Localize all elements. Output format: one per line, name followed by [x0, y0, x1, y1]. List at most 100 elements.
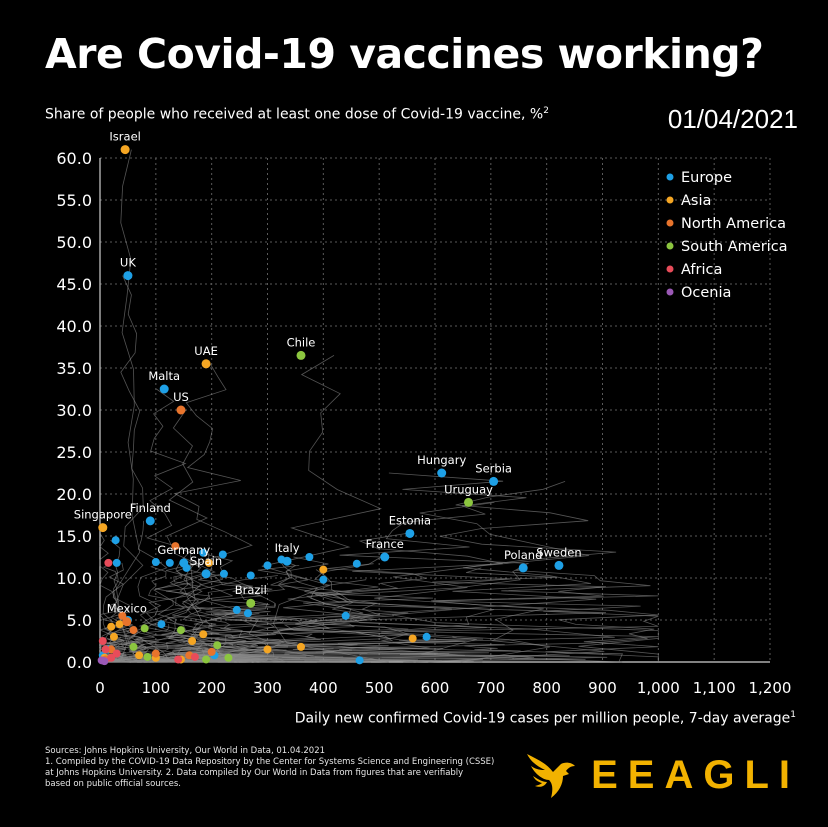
- x-axis-label-text: Daily new confirmed Covid-19 cases per m…: [294, 710, 791, 727]
- data-point: [297, 642, 305, 651]
- legend-label: Europe: [681, 170, 732, 186]
- data-point: [104, 558, 113, 567]
- data-point: [111, 536, 120, 545]
- data-point: [518, 563, 528, 573]
- country-trail: [314, 638, 570, 663]
- country-trail: [392, 481, 659, 662]
- x-tick-label: 200: [197, 679, 226, 697]
- footer-line: Sources: Johns Hopkins University, Our W…: [45, 746, 326, 756]
- legend-marker: [666, 219, 674, 227]
- data-point: [437, 468, 447, 478]
- y-tick-label: 55.0: [56, 191, 92, 210]
- data-point: [109, 632, 118, 641]
- x-axis-footnote-mark: 1: [790, 710, 796, 720]
- data-point: [98, 637, 107, 645]
- data-label: Finland: [130, 501, 171, 515]
- point-labels: Israel UK UAE Chile Malta US Hungary Serbia Urug…: [74, 130, 582, 616]
- data-point: [174, 655, 183, 664]
- country-trail: [404, 565, 659, 662]
- data-point: [408, 634, 417, 643]
- data-label: UK: [120, 256, 136, 270]
- data-label: Italy: [275, 541, 300, 555]
- data-label: Hungary: [417, 453, 466, 467]
- data-point: [151, 558, 160, 567]
- y-tick-label: 35.0: [56, 359, 92, 378]
- data-point: [422, 632, 431, 641]
- x-axis-label: Daily new confirmed Covid-19 cases per m…: [295, 710, 796, 727]
- data-label: US: [173, 390, 189, 404]
- data-point: [554, 560, 564, 570]
- x-tick-label: 0: [95, 679, 105, 697]
- data-label: France: [366, 537, 404, 551]
- y-tick-label: 5.0: [67, 611, 92, 630]
- data-point: [157, 620, 166, 629]
- data-point: [489, 476, 499, 486]
- data-point: [112, 558, 121, 567]
- data-point: [129, 642, 138, 651]
- data-point: [213, 641, 222, 650]
- data-label: Mexico: [107, 602, 147, 616]
- date-label: 01/04/2021: [667, 104, 798, 134]
- data-label: Serbia: [475, 461, 512, 475]
- data-label: Israel: [109, 130, 140, 144]
- legend-label: Asia: [681, 193, 711, 209]
- data-point: [352, 559, 361, 568]
- data-label: Germany: [157, 543, 210, 557]
- data-label: Malta: [148, 369, 180, 383]
- data-point: [122, 617, 132, 627]
- country-trail: [274, 472, 624, 663]
- x-tick-label: 900: [588, 679, 617, 697]
- page-title: Are Covid-19 vaccines working?: [45, 30, 764, 78]
- legend-label: Africa: [681, 262, 722, 278]
- country-trail: [187, 565, 330, 663]
- y-tick-label: 30.0: [56, 401, 92, 420]
- data-point: [263, 645, 272, 654]
- data-point: [204, 558, 213, 567]
- data-label: Singapore: [74, 508, 132, 522]
- data-point: [199, 548, 208, 557]
- sources-footer: Sources: Johns Hopkins University, Our W…: [45, 746, 565, 790]
- data-point: [176, 405, 186, 415]
- country-trail: [130, 388, 196, 663]
- data-point: [319, 575, 328, 584]
- data-point: [246, 598, 256, 608]
- chart-subtitle: Share of people who received at least on…: [45, 106, 549, 123]
- data-point: [112, 649, 121, 658]
- data-point: [176, 626, 185, 635]
- data-point: [107, 645, 116, 654]
- subtitle-footnote-mark: 2: [543, 106, 549, 116]
- data-label: Poland: [504, 548, 542, 562]
- legend-label: North America: [681, 216, 786, 232]
- data-point: [159, 384, 169, 394]
- data-point: [98, 523, 108, 533]
- country-trail: [214, 556, 430, 663]
- data-label: Brazil: [235, 583, 267, 597]
- x-tick-label: 1,000: [637, 679, 680, 697]
- legend-marker: [666, 173, 674, 181]
- data-point: [143, 652, 152, 661]
- data-point: [319, 565, 328, 574]
- footer-line: 1. Compiled by the COVID-19 Data Reposit…: [45, 757, 495, 767]
- data-point: [305, 553, 314, 561]
- data-point: [219, 569, 228, 578]
- country-trail: [147, 629, 227, 663]
- data-point: [201, 359, 211, 369]
- data-point: [100, 657, 109, 666]
- x-tick-label: 300: [253, 679, 282, 697]
- data-point: [135, 651, 144, 660]
- legend-label: South America: [681, 239, 788, 255]
- data-point: [263, 561, 272, 570]
- y-tick-label: 15.0: [56, 527, 92, 546]
- country-trail: [156, 562, 220, 663]
- country-trail: [115, 149, 141, 663]
- y-tick-label: 0.0: [67, 653, 92, 672]
- country-trail: [141, 562, 206, 663]
- country-trail: [189, 559, 371, 663]
- country-trail: [145, 561, 188, 663]
- y-tick-label: 40.0: [56, 317, 92, 336]
- legend-label: Ocenia: [681, 285, 731, 301]
- data-point: [341, 611, 350, 620]
- legend-marker: [666, 288, 674, 296]
- x-tick-label: 700: [477, 679, 506, 697]
